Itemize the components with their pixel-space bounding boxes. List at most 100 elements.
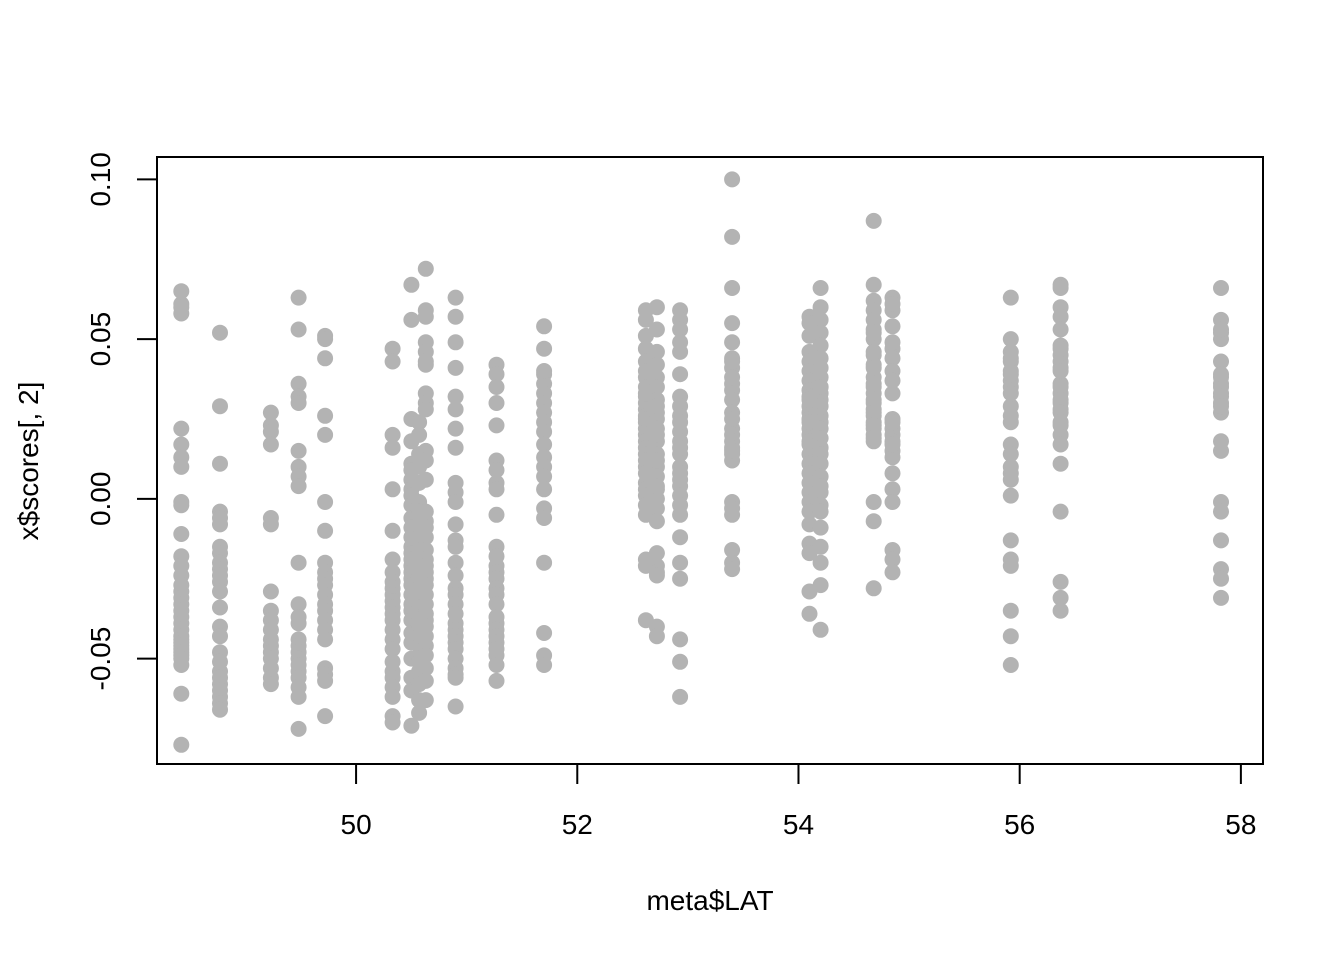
data-point: [672, 631, 689, 648]
data-point: [1213, 503, 1229, 520]
data-point: [488, 596, 505, 613]
data-point: [648, 426, 665, 443]
data-point: [488, 379, 505, 395]
data-point: [1052, 573, 1069, 590]
data-point: [672, 570, 689, 587]
data-point: [648, 343, 665, 360]
data-point: [447, 494, 464, 510]
data-point: [801, 605, 818, 622]
data-point: [262, 423, 279, 440]
data-point: [536, 554, 553, 571]
data-point: [1213, 442, 1229, 459]
data-point: [1213, 366, 1229, 383]
data-point: [447, 516, 464, 533]
data-point: [884, 334, 901, 351]
data-point: [173, 526, 190, 542]
data-point: [317, 426, 334, 443]
data-point: [173, 736, 190, 753]
data-point: [812, 554, 829, 571]
data-point: [724, 542, 741, 558]
data-point: [865, 494, 882, 510]
data-point: [812, 577, 829, 594]
data-point: [1002, 366, 1019, 383]
data-point: [317, 672, 334, 689]
data-point: [488, 481, 505, 498]
data-point: [884, 481, 901, 498]
data-point: [212, 583, 228, 600]
data-point: [488, 657, 505, 673]
data-point: [290, 321, 307, 338]
data-point: [812, 484, 829, 501]
data-point: [1052, 280, 1069, 296]
data-point: [884, 494, 901, 510]
data-point: [884, 372, 901, 389]
data-point: [536, 363, 553, 379]
data-point: [384, 522, 401, 539]
data-point: [812, 299, 829, 316]
data-point: [417, 647, 434, 664]
data-point: [648, 356, 665, 373]
x-tick-label: 50: [341, 809, 372, 840]
data-point: [212, 599, 228, 616]
data-point: [1052, 340, 1069, 357]
data-point: [672, 414, 689, 431]
data-point: [865, 430, 882, 447]
data-point: [447, 289, 464, 306]
data-point: [536, 340, 553, 357]
data-point: [724, 228, 741, 245]
data-point: [724, 411, 741, 427]
data-point: [1002, 446, 1019, 463]
data-point: [1002, 385, 1019, 402]
data-point: [384, 641, 401, 657]
data-point: [411, 414, 428, 431]
data-point: [317, 494, 334, 510]
data-point: [212, 324, 228, 341]
data-point: [384, 688, 401, 705]
data-point: [384, 481, 401, 498]
data-point: [417, 660, 434, 677]
data-point: [417, 471, 434, 488]
data-point: [1052, 308, 1069, 325]
data-point: [724, 353, 741, 370]
data-point: [317, 407, 334, 424]
data-point: [488, 395, 505, 411]
y-tick-label: 0.05: [85, 312, 116, 367]
data-point: [812, 519, 829, 536]
data-point: [290, 688, 307, 705]
data-point: [672, 554, 689, 571]
data-point: [812, 455, 829, 472]
data-point: [290, 442, 307, 459]
y-axis-label: x$scores[, 2]: [13, 382, 44, 541]
data-point: [384, 714, 401, 731]
data-point: [488, 366, 505, 383]
data-point: [173, 420, 190, 437]
data-point: [1213, 589, 1229, 606]
data-point: [812, 311, 829, 328]
x-axis: 50 52 54 56 58: [341, 763, 1256, 840]
data-point: [447, 698, 464, 715]
data-point: [317, 350, 334, 367]
data-point: [1002, 628, 1019, 645]
data-point: [447, 401, 464, 418]
data-point: [884, 564, 901, 581]
data-point: [447, 420, 464, 437]
data-point: [1002, 471, 1019, 488]
data-point: [865, 343, 882, 360]
data-point: [865, 375, 882, 392]
data-point: [812, 503, 829, 520]
points-layer: [173, 171, 1229, 753]
data-point: [417, 308, 434, 325]
data-point: [447, 567, 464, 584]
y-axis: -0.05 0.00 0.05 0.10: [85, 152, 158, 691]
data-point: [536, 468, 553, 485]
data-point: [1052, 321, 1069, 338]
data-point: [724, 369, 741, 386]
data-point: [173, 657, 190, 673]
data-point: [317, 708, 334, 725]
data-point: [724, 315, 741, 332]
data-point: [1213, 321, 1229, 338]
data-point: [417, 260, 434, 277]
data-point: [212, 701, 228, 718]
data-point: [648, 628, 665, 645]
data-point: [317, 331, 334, 348]
